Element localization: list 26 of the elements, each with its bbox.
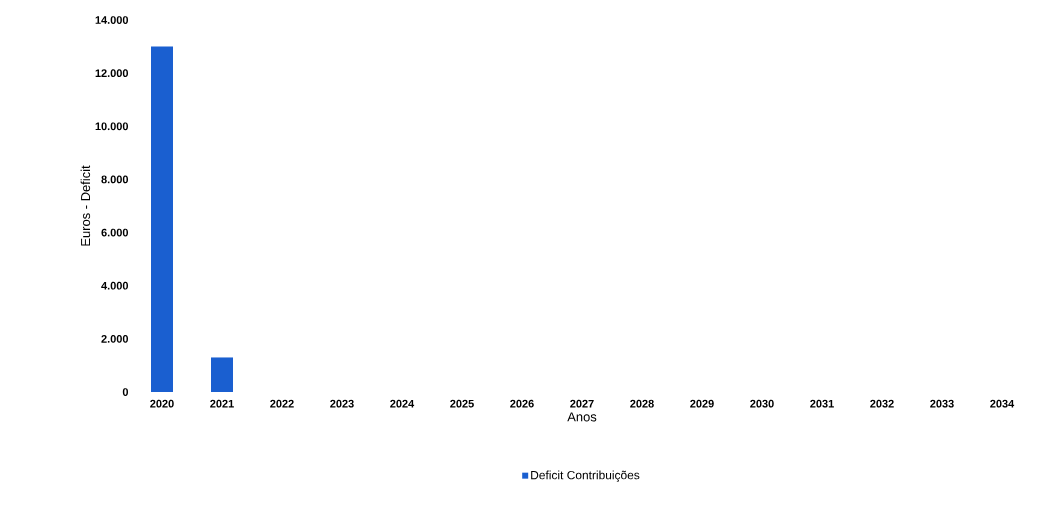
y-tick-label: 2.000 xyxy=(101,334,129,343)
x-tick-label: 2026 xyxy=(510,399,534,408)
x-tick-label: 2025 xyxy=(450,399,474,408)
x-tick-label: 2021 xyxy=(210,399,234,408)
y-tick-label: 0 xyxy=(122,388,129,396)
y-tick-label: 10.000 xyxy=(95,122,129,131)
y-tick-label: 8.000 xyxy=(101,175,129,184)
x-tick-label: 2024 xyxy=(390,399,415,408)
x-tick-label: 2033 xyxy=(930,399,954,408)
x-tick-label: 2030 xyxy=(750,399,774,408)
x-tick-label: 2023 xyxy=(330,399,354,408)
x-tick-label: 2020 xyxy=(150,399,174,408)
x-tick-label: 2034 xyxy=(990,399,1015,408)
x-tick-label: 2031 xyxy=(810,399,834,408)
x-tick-label: 2027 xyxy=(570,399,594,408)
x-tick-label: 2029 xyxy=(690,399,714,408)
legend-label: Deficit Contribuições xyxy=(531,470,640,482)
y-axis-title: Euros - Deficit xyxy=(80,165,91,246)
y-tick-label: 14.000 xyxy=(95,16,129,24)
x-tick-label: 2022 xyxy=(270,399,294,408)
y-tick-label: 12.000 xyxy=(95,69,129,78)
y-tick-label: 4.000 xyxy=(101,281,129,290)
x-tick-label: 2032 xyxy=(870,399,894,408)
x-tick-label: 2028 xyxy=(630,399,654,408)
y-tick-label: 6.000 xyxy=(101,228,129,237)
x-axis-title: Anos xyxy=(567,412,597,422)
